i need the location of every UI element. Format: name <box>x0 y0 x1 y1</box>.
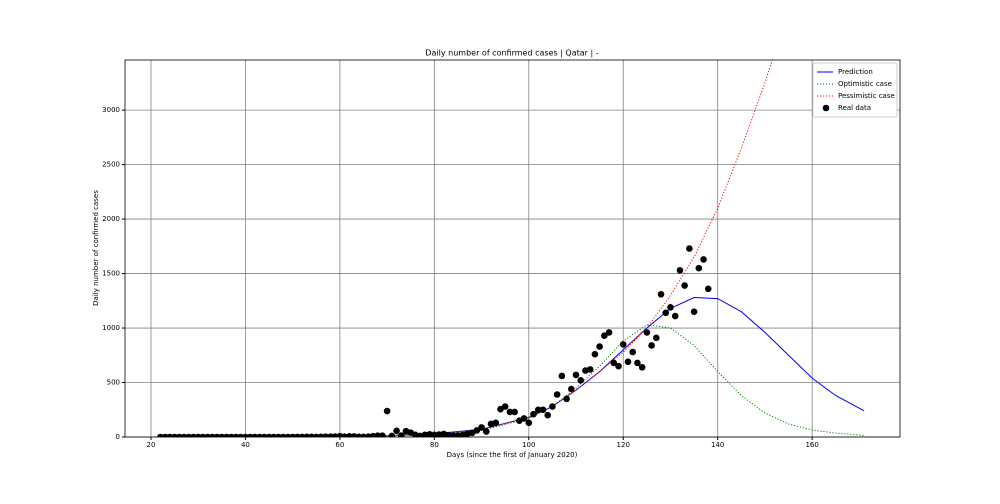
data-point <box>473 427 481 434</box>
x-axis-label: Days (since the first of January 2020) <box>447 451 578 459</box>
data-point <box>549 403 556 410</box>
data-point <box>501 403 509 410</box>
legend-label: Pessimistic case <box>838 92 895 100</box>
data-point <box>624 358 632 366</box>
legend-label: Real data <box>838 104 871 112</box>
y-tick-label: 1500 <box>102 270 120 278</box>
data-point <box>388 432 396 437</box>
data-point <box>690 308 698 315</box>
data-point <box>572 371 580 379</box>
data-point <box>596 343 603 350</box>
y-tick-label: 0 <box>116 433 120 441</box>
data-point <box>704 285 712 293</box>
data-point <box>586 366 594 373</box>
data-point <box>530 410 537 418</box>
y-axis-label: Daily number of confirmed cases <box>92 190 100 306</box>
data-point <box>482 428 490 435</box>
data-point <box>539 406 547 414</box>
data-point <box>421 431 429 437</box>
axes-frame <box>124 59 901 438</box>
y-tick-label: 2500 <box>102 161 120 169</box>
data-point <box>605 329 613 336</box>
data-point <box>629 348 636 356</box>
x-tick-label: 20 <box>147 441 156 449</box>
data-point <box>397 432 405 437</box>
data-point <box>511 408 518 416</box>
data-point <box>563 395 570 403</box>
data-point <box>591 350 599 358</box>
y-tick-label: 500 <box>107 379 120 387</box>
data-point <box>492 419 500 427</box>
series-line <box>160 324 865 437</box>
data-point <box>379 432 386 437</box>
x-tick-label: 80 <box>430 441 439 449</box>
data-point <box>435 431 443 437</box>
data-point <box>558 372 566 380</box>
x-tick-label: 40 <box>241 441 250 449</box>
data-point <box>567 385 575 393</box>
data-point <box>657 290 665 298</box>
y-tick-label: 3000 <box>102 106 120 114</box>
x-tick-label: 100 <box>522 441 535 449</box>
data-point <box>648 342 655 349</box>
data-point <box>653 334 660 342</box>
data-point <box>643 329 651 336</box>
data-point <box>700 256 707 263</box>
x-tick-label: 60 <box>335 441 344 449</box>
data-point <box>520 415 528 422</box>
data-point <box>393 427 400 435</box>
data-point <box>478 424 485 431</box>
data-point <box>681 282 688 289</box>
data-point <box>634 359 641 367</box>
x-tick-label: 140 <box>711 441 724 449</box>
data-point <box>667 304 674 311</box>
legend-marker <box>822 104 830 112</box>
data-point <box>619 341 627 348</box>
data-point <box>525 419 533 427</box>
data-point <box>662 309 670 317</box>
data-point <box>686 245 693 252</box>
legend: Prediction Optimistic case Pessimistic cas… <box>812 62 898 118</box>
data-point <box>506 408 514 416</box>
y-tick-label: 1000 <box>102 324 120 332</box>
data-point <box>615 362 622 370</box>
data-point <box>671 312 679 320</box>
chart-title: Daily number of confirmed cases | Qatar … <box>425 49 598 58</box>
data-point <box>610 359 618 367</box>
legend-label: Prediction <box>838 68 873 76</box>
data-point <box>601 332 608 339</box>
data-point <box>695 264 703 272</box>
data-point <box>383 407 391 415</box>
plot-area <box>157 60 865 437</box>
x-tick-label: 160 <box>805 441 818 449</box>
legend-label: Optimistic case <box>838 80 892 88</box>
data-point <box>544 411 551 419</box>
legend-box <box>812 62 898 118</box>
data-point <box>534 406 542 414</box>
x-tick-label: 120 <box>617 441 630 449</box>
data-point <box>577 377 585 384</box>
data-point <box>553 391 561 398</box>
y-tick-label: 2000 <box>102 215 120 223</box>
data-point <box>676 266 684 274</box>
data-point <box>638 363 646 371</box>
